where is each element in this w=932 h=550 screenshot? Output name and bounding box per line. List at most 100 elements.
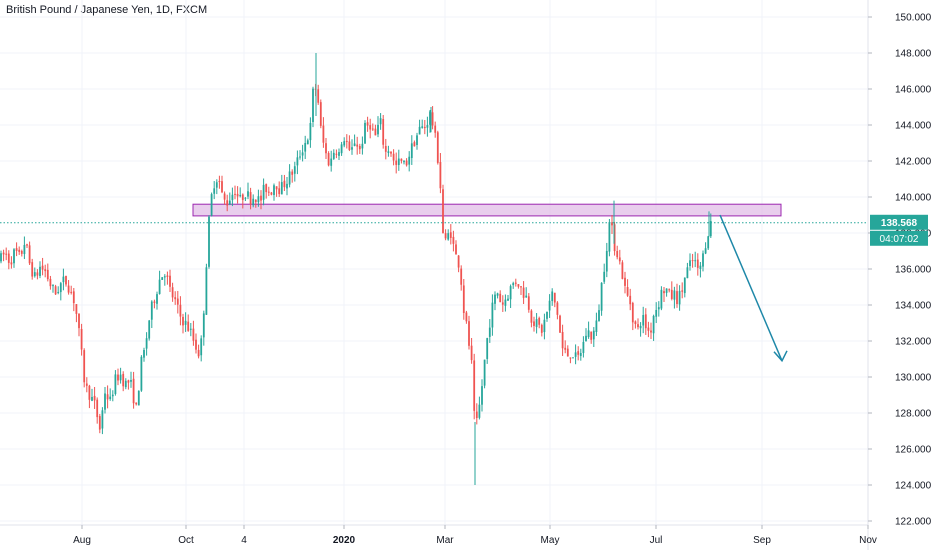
candle-body <box>41 265 44 270</box>
price-tick-label: 140.000 <box>895 193 932 204</box>
candle-body <box>54 286 57 295</box>
candle-body <box>278 188 281 195</box>
chart-title: British Pound / Japanese Yen, 1D, FXCM <box>6 4 208 16</box>
candle-body <box>579 353 582 356</box>
candle-body <box>260 195 262 201</box>
candle-body <box>429 111 431 125</box>
candle-body <box>678 290 681 305</box>
candle-body <box>491 302 494 328</box>
candle-body <box>650 330 652 333</box>
candle-body <box>67 285 70 293</box>
candle-body <box>598 310 600 321</box>
price-tick-label: 122.000 <box>895 517 932 528</box>
candle-body <box>517 284 520 287</box>
candle-body <box>62 276 65 283</box>
time-tick-label: Sep <box>753 535 771 546</box>
candle-body <box>478 404 481 418</box>
candle-body <box>548 300 551 311</box>
candle-body <box>156 294 158 304</box>
candle-body <box>652 315 655 334</box>
candle-body <box>223 193 226 200</box>
time-tick-label: Jul <box>650 535 663 546</box>
resistance-zone <box>192 203 782 217</box>
candle-body <box>644 314 647 329</box>
candle-body <box>543 319 546 333</box>
countdown-label: 04:07:02 <box>880 234 919 245</box>
candle-body <box>512 283 515 286</box>
candle-body <box>616 250 619 258</box>
candle-body <box>525 295 528 298</box>
candle-body <box>377 124 379 135</box>
resistance-zone-box[interactable] <box>192 203 782 217</box>
candle-body <box>501 302 504 305</box>
candle-body <box>670 289 673 299</box>
candle-body <box>319 102 322 126</box>
candle-body <box>694 260 697 262</box>
candle-body <box>137 390 140 406</box>
candle-body <box>444 233 447 239</box>
candle-body <box>395 160 398 165</box>
candle-body <box>234 193 236 195</box>
candle-body <box>228 200 231 205</box>
time-axis[interactable]: Aug Oct 4 2020 Mar May Jul Sep Nov <box>0 524 877 546</box>
candle-body <box>150 301 153 320</box>
candle-body <box>582 341 585 353</box>
candle-body <box>629 295 632 305</box>
candle-body <box>585 335 587 342</box>
candle-body <box>551 291 554 302</box>
candle-body <box>135 402 138 405</box>
candle-body <box>218 181 221 183</box>
candle-body <box>611 222 613 226</box>
candle-body <box>195 339 197 350</box>
candle-body <box>244 197 247 199</box>
price-axis[interactable]: 150.000 148.000 146.000 144.000 142.000 140.0… <box>867 0 932 550</box>
candle-body <box>626 287 629 296</box>
candle-body <box>462 285 465 314</box>
candle-body <box>603 271 606 282</box>
candle-body <box>283 180 286 188</box>
candle-body <box>52 285 54 287</box>
candle-body <box>520 286 522 288</box>
projection-arrow-head <box>773 350 788 363</box>
time-tick-label: 2020 <box>333 535 356 546</box>
candle-body <box>192 328 195 341</box>
candle-body <box>639 325 642 329</box>
candle-body <box>171 287 174 298</box>
candle-body <box>397 158 400 166</box>
candle-body <box>405 160 408 166</box>
candle-body <box>673 290 676 300</box>
candle-body <box>70 291 73 293</box>
candle-body <box>96 399 99 418</box>
candle-body <box>23 244 26 255</box>
candle-body <box>340 144 343 154</box>
candle-body <box>293 166 296 174</box>
candle-body <box>338 152 340 156</box>
price-tick-label: 134.000 <box>895 301 932 312</box>
candle-body <box>10 262 13 265</box>
candle-body <box>327 153 330 166</box>
candle-body <box>533 321 535 326</box>
candle-body <box>83 350 86 383</box>
price-tick-label: 124.000 <box>895 481 932 492</box>
last-price-badge <box>870 214 928 230</box>
candle-body <box>93 395 96 401</box>
candle-body <box>20 250 23 254</box>
candle-body <box>325 143 327 154</box>
candle-body <box>590 331 593 340</box>
time-tick-label: Nov <box>859 535 877 546</box>
time-tick-label: 4 <box>241 535 247 546</box>
candle-body <box>166 275 169 277</box>
candle-body <box>28 245 31 264</box>
candle-body <box>449 232 452 238</box>
candle-body <box>85 383 88 386</box>
candle-body <box>707 236 710 249</box>
candle-body <box>704 248 707 254</box>
candle-body <box>122 373 125 387</box>
candle-body <box>176 298 179 305</box>
candle-body <box>577 351 580 355</box>
candle-body <box>637 324 639 328</box>
candle-body <box>460 268 463 285</box>
candle-body <box>239 195 242 197</box>
candle-body <box>436 132 439 163</box>
